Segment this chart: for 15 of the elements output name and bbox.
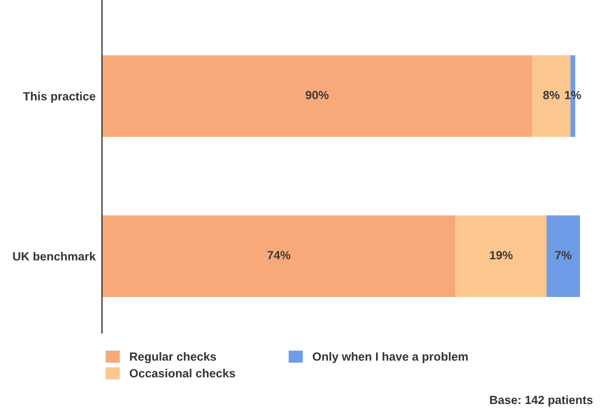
data-label: 19% — [490, 250, 513, 260]
data-label: 90% — [306, 90, 329, 100]
y-tick-label: UK benchmark — [13, 252, 96, 261]
legend-label: Only when I have a problem — [312, 352, 468, 364]
bar — [102, 215, 456, 297]
data-label: 7% — [555, 250, 572, 260]
legend-label: Occasional checks — [130, 368, 236, 378]
bar — [456, 215, 547, 297]
legend-label: Regular checks — [130, 352, 216, 364]
text: Base: 142 patients — [490, 395, 593, 406]
data-label: 8% — [543, 90, 560, 100]
y-tick-label: This practice — [23, 92, 96, 103]
data-label: 74% — [268, 250, 290, 260]
bar — [546, 215, 580, 297]
bar — [102, 55, 532, 137]
